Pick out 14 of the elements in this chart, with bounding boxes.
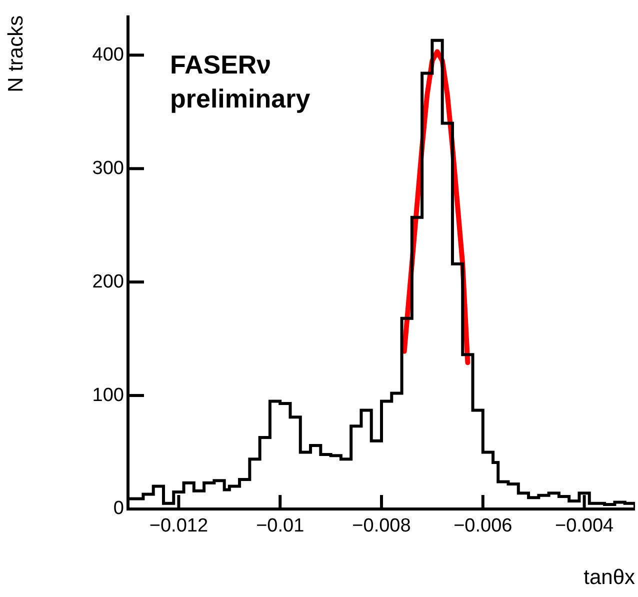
y-tick-label: 100 [92,384,124,406]
y-tick-label: 200 [92,271,124,292]
y-tick-label: 0 [113,498,124,520]
x-tick-label: −0.012 [149,516,208,537]
x-tick-label: −0.008 [352,516,411,537]
x-axis-title: tanθx [584,566,636,590]
y-tick-label: 400 [92,44,124,66]
annotation: FASERν [170,50,272,80]
annotation: preliminary [170,84,311,114]
x-tick-label: −0.01 [256,516,304,537]
y-tick-label: 300 [92,158,124,179]
x-tick-label: −0.004 [554,516,614,537]
y-axis-title: N tracks [4,15,28,92]
x-tick-label: −0.006 [454,516,512,537]
